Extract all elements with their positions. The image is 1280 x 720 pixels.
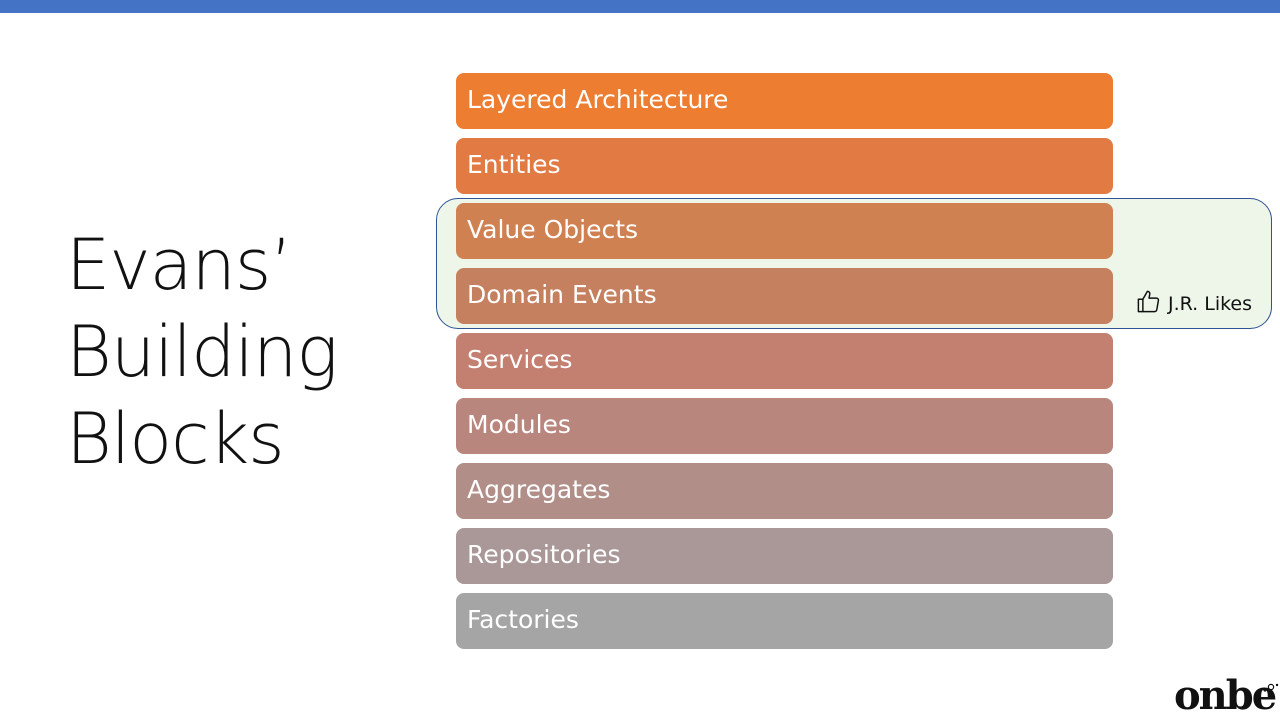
- logo-dots-icon: [1263, 683, 1279, 692]
- block-repositories: Repositories: [456, 528, 1113, 584]
- slide-title: Evans’ Building Blocks: [66, 222, 406, 483]
- onbe-logo: onbe: [1174, 672, 1277, 719]
- block-services: Services: [456, 333, 1113, 389]
- title-line-1: Evans’: [66, 224, 293, 306]
- block-layered-architecture: Layered Architecture: [456, 73, 1113, 129]
- block-domain-events: Domain Events: [456, 268, 1113, 324]
- jr-likes-text: J.R. Likes: [1168, 293, 1253, 315]
- block-factories: Factories: [456, 593, 1113, 649]
- block-aggregates: Aggregates: [456, 463, 1113, 519]
- block-value-objects: Value Objects: [456, 203, 1113, 259]
- block-modules: Modules: [456, 398, 1113, 454]
- jr-likes-label: J.R. Likes: [1135, 289, 1252, 319]
- block-entities: Entities: [456, 138, 1113, 194]
- title-line-3: Blocks: [66, 398, 285, 480]
- top-accent-bar: [0, 0, 1280, 13]
- thumbs-up-icon: [1135, 288, 1162, 320]
- title-line-2: Building: [66, 311, 338, 393]
